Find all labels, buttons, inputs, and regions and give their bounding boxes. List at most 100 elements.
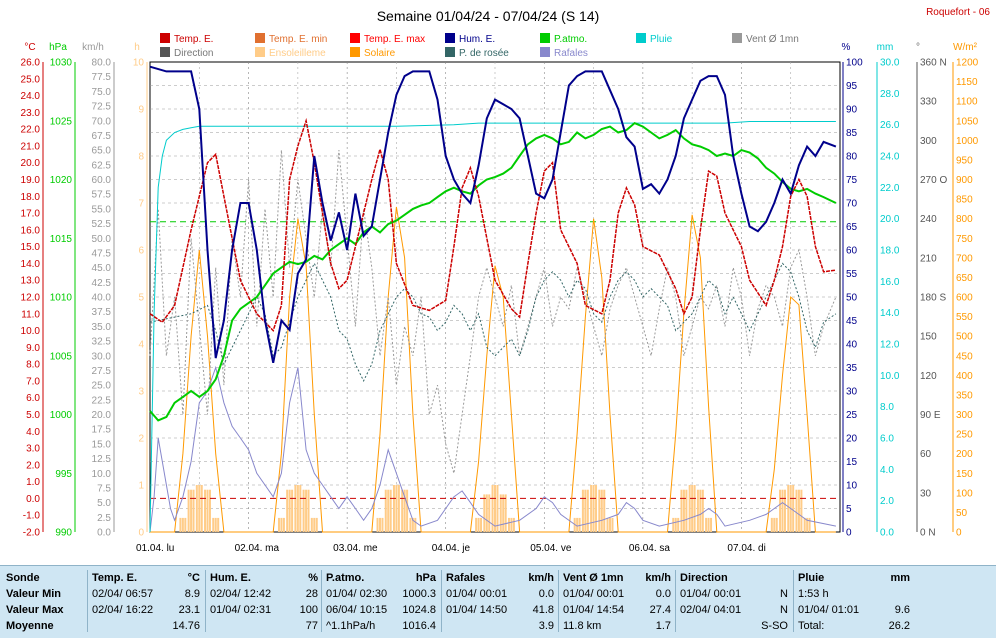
summary-label: 02/04/ 06:57 bbox=[92, 588, 154, 600]
legend-swatch bbox=[540, 47, 550, 57]
sunshine-bar bbox=[792, 485, 795, 532]
tick-label-solar: 950 bbox=[956, 155, 973, 166]
tick-label-rain: 30.0 bbox=[880, 58, 900, 69]
sunshine-bar bbox=[313, 517, 316, 532]
sunshine-bar bbox=[781, 489, 784, 532]
tick-label-temp: 11.0 bbox=[21, 309, 40, 320]
tick-label-rain: 26.0 bbox=[880, 120, 900, 131]
summary-cell: 02/04/ 06:57 8.9 bbox=[92, 586, 200, 602]
tick-label-press: 1005 bbox=[50, 351, 73, 362]
sunshine-bar bbox=[775, 517, 778, 532]
sunshine-bar bbox=[496, 485, 499, 532]
summary-label: Direction bbox=[680, 572, 728, 584]
series-line-hum-e- bbox=[149, 65, 837, 363]
tick-label-rain: 28.0 bbox=[880, 89, 900, 100]
sunshine-bar bbox=[376, 517, 379, 532]
unit-label-rain: mm bbox=[877, 42, 894, 53]
tick-label-dir: 120 bbox=[920, 371, 937, 382]
legend-label: Vent Ø 1mn bbox=[746, 34, 799, 45]
summary-value: 26.2 bbox=[888, 620, 910, 632]
tick-label-solar: 600 bbox=[956, 293, 973, 304]
sunshine-bar bbox=[192, 489, 195, 532]
legend-label: Rafales bbox=[554, 48, 588, 59]
tick-label-solar: 850 bbox=[956, 195, 973, 206]
summary-label: Temp. E. bbox=[92, 572, 138, 584]
tick-label-solar: 900 bbox=[956, 175, 973, 186]
chart-title: Semaine 01/04/24 - 07/04/24 (S 14) bbox=[377, 8, 600, 24]
summary-label: Rafales bbox=[446, 572, 486, 584]
summary-value: 41.8 bbox=[532, 604, 554, 616]
tick-label-wind: 2.5 bbox=[97, 513, 111, 524]
row-label-max: Valeur Max bbox=[6, 604, 64, 616]
legend-label: Hum. E. bbox=[459, 34, 495, 45]
unit-label-wind: km/h bbox=[82, 42, 104, 53]
tick-label-hum: 40 bbox=[846, 340, 858, 351]
tick-label-solar: 650 bbox=[956, 273, 973, 284]
sunshine-bar bbox=[288, 489, 291, 532]
sunshine-bar bbox=[392, 485, 395, 532]
x-tick-label: 01.04. lu bbox=[136, 543, 174, 554]
tick-label-rain: 20.0 bbox=[880, 214, 900, 225]
tick-label-rain: 14.0 bbox=[880, 308, 900, 319]
tick-label-wind: 42.5 bbox=[92, 278, 112, 289]
sunshine-bar bbox=[507, 517, 510, 532]
tick-label-wind: 5.0 bbox=[97, 498, 111, 509]
summary-header: Temp. E. °C bbox=[92, 570, 200, 586]
summary-value: 14.76 bbox=[172, 620, 200, 632]
summary-cell: 11.8 km 1.7 bbox=[563, 618, 671, 634]
sunshine-bar bbox=[691, 485, 694, 532]
tick-label-sun: 3 bbox=[138, 387, 144, 398]
tick-label-hum: 80 bbox=[846, 152, 858, 163]
sunshine-bar bbox=[286, 489, 289, 532]
tick-label-temp: 9.0 bbox=[26, 343, 40, 354]
legend: Temp. E. Temp. E. min Temp. E. max Hum. E. P… bbox=[160, 33, 799, 59]
tick-label-sun: 1 bbox=[138, 481, 144, 492]
tick-label-solar: 1150 bbox=[956, 77, 978, 88]
tick-label-hum: 75 bbox=[846, 175, 858, 186]
tick-label-temp: 23.0 bbox=[21, 108, 41, 119]
summary-value: 100 bbox=[299, 604, 318, 616]
sunshine-bar bbox=[212, 517, 215, 532]
legend-label: P.atmo. bbox=[554, 34, 587, 45]
tick-label-temp: -1.0 bbox=[23, 511, 41, 522]
tick-label-temp: 10.0 bbox=[21, 326, 41, 337]
summary-cell: 01/04/ 00:01 0.0 bbox=[563, 586, 671, 602]
tick-label-solar: 1100 bbox=[956, 97, 978, 108]
tick-label-hum: 0 bbox=[846, 528, 852, 539]
summary-value: 77 bbox=[305, 620, 318, 632]
tick-label-wind: 35.0 bbox=[92, 322, 112, 333]
summary-value: 9.6 bbox=[894, 604, 910, 616]
tick-label-wind: 40.0 bbox=[92, 293, 112, 304]
summary-column: Rafales km/h 01/04/ 00:01 0.0 01/04/ 14:50 41… bbox=[446, 570, 554, 634]
sunshine-bar bbox=[488, 494, 491, 532]
x-tick-label: 04.04. je bbox=[432, 543, 471, 554]
tick-label-wind: 0.0 bbox=[97, 528, 111, 539]
axes: 26.025.024.023.022.021.020.019.018.017.0… bbox=[21, 58, 979, 539]
summary-value: hPa bbox=[415, 572, 436, 584]
sunshine-bar bbox=[277, 517, 280, 532]
summary-label: 01/04/ 01:01 bbox=[798, 604, 860, 616]
summary-column: Direction 01/04/ 00:01 N 02/04/ 04:01 N S-SO bbox=[680, 570, 788, 634]
sunshine-bar bbox=[208, 489, 211, 532]
tick-label-temp: 1.0 bbox=[26, 477, 40, 488]
weekly-weather-chart: Semaine 01/04/24 - 07/04/24 (S 14) Roque… bbox=[21, 7, 991, 554]
tick-label-temp: -2.0 bbox=[23, 528, 41, 539]
tick-label-temp: 26.0 bbox=[21, 58, 41, 69]
sunshine-bar bbox=[800, 489, 803, 532]
summary-cell: 01/04/ 00:01 0.0 bbox=[446, 586, 554, 602]
reference-lines bbox=[150, 221, 840, 499]
tick-label-wind: 75.0 bbox=[92, 87, 112, 98]
tick-label-rain: 8.0 bbox=[880, 402, 894, 413]
tick-label-wind: 17.5 bbox=[92, 425, 112, 436]
tick-label-wind: 37.5 bbox=[92, 307, 112, 318]
tick-label-wind: 47.5 bbox=[92, 248, 112, 259]
summary-label: Hum. E. bbox=[210, 572, 251, 584]
tick-label-dir: 360 N bbox=[920, 58, 947, 69]
tick-label-wind: 80.0 bbox=[92, 58, 112, 69]
tick-label-temp: 19.0 bbox=[21, 175, 41, 186]
series-line-p-atmo- bbox=[149, 121, 837, 422]
sunshine-bar bbox=[808, 517, 811, 532]
legend-label: Temp. E. max bbox=[364, 34, 425, 45]
x-tick-label: 06.04. sa bbox=[629, 543, 671, 554]
sunshine-bar bbox=[294, 485, 297, 532]
